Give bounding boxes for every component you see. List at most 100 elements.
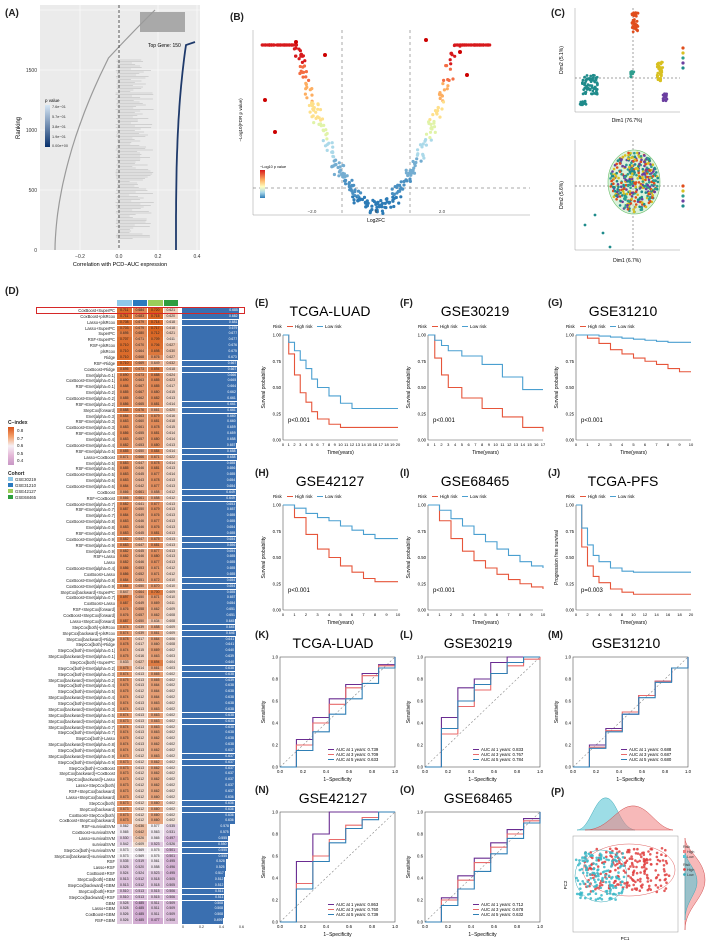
p-point-high bbox=[631, 879, 635, 882]
d-mean-bar: 0.508 bbox=[182, 900, 225, 906]
km-xtick: 7 bbox=[507, 612, 510, 617]
volcano-point bbox=[442, 88, 446, 92]
volcano-point bbox=[464, 43, 468, 47]
panel-label-o: (O) bbox=[400, 785, 415, 796]
p-point-high bbox=[623, 882, 626, 885]
km-xtick: 3 bbox=[609, 442, 612, 447]
d-row-label: Enet[alpha=0.3] bbox=[86, 413, 115, 419]
d-cell: 0.573 bbox=[117, 847, 132, 854]
d-mean-bar: 0.637 bbox=[182, 777, 235, 783]
volcano-point bbox=[440, 94, 444, 98]
d-cell: 0.663 bbox=[148, 701, 163, 707]
km-xtick: 4 bbox=[454, 442, 457, 447]
d-cell: 0.573 bbox=[117, 853, 132, 860]
d-cell: 0.675 bbox=[117, 683, 132, 690]
a-legend-v3: 1.9e−01 bbox=[52, 135, 66, 139]
pca-point bbox=[612, 177, 616, 180]
d-cell: 0.663 bbox=[148, 712, 163, 719]
d-cell: 0.674 bbox=[117, 671, 132, 678]
p-point-high bbox=[660, 847, 664, 850]
pca-point bbox=[633, 20, 636, 23]
km-xtick: 20 bbox=[396, 442, 401, 447]
km-ylabel: Survival probability bbox=[261, 536, 267, 578]
volcano-point bbox=[465, 73, 469, 77]
d-cell: 0.666 bbox=[132, 454, 147, 461]
volcano-point bbox=[352, 201, 356, 205]
d-cell: 0.643 bbox=[132, 478, 147, 484]
p-point-low bbox=[583, 859, 586, 863]
roc-title: GSE68465 bbox=[444, 790, 513, 806]
roc-legend-auc3: AUC at 3 years: 0.760 bbox=[336, 907, 379, 912]
pca-point bbox=[615, 171, 618, 175]
d-cell: 0.624 bbox=[163, 372, 178, 379]
d-cell: 0.687 bbox=[117, 618, 132, 625]
d-mean-bar: 0.654 bbox=[182, 536, 237, 543]
low-ellipse bbox=[574, 849, 628, 903]
volcano-point bbox=[301, 54, 305, 58]
d-cell: 0.642 bbox=[132, 830, 147, 836]
volcano-point bbox=[409, 173, 413, 177]
d-mean-bar: 0.637 bbox=[182, 759, 235, 766]
p-point-low bbox=[596, 871, 599, 875]
d-cell: 0.671 bbox=[148, 454, 163, 461]
d-cell: 0.683 bbox=[117, 530, 132, 537]
d-cell: 0.677 bbox=[148, 472, 163, 478]
p-point-low bbox=[604, 890, 608, 893]
pca-point bbox=[644, 205, 648, 209]
d-cindex-tick: 0.5 bbox=[17, 450, 24, 456]
pca-point bbox=[650, 172, 653, 175]
km-legend-high: High risk bbox=[588, 324, 606, 329]
d-row-label: StepCox[backward]+Enet[alpha=0.1] bbox=[48, 654, 115, 660]
d-mean-bar: 0.676 bbox=[182, 343, 238, 349]
volcano-point bbox=[297, 57, 301, 61]
km-legend-low: Low risk bbox=[618, 494, 635, 499]
d-cell: 0.664 bbox=[132, 349, 147, 355]
d-cell: 0.710 bbox=[117, 354, 132, 361]
km-xtick: 4 bbox=[598, 612, 601, 617]
d-mean-bar: 0.639 bbox=[182, 677, 235, 684]
p-point-high bbox=[627, 874, 630, 878]
km-xtick: 4 bbox=[328, 612, 331, 617]
km-xtick: 6 bbox=[467, 442, 470, 447]
km-title: GSE68465 bbox=[441, 473, 510, 489]
d-cell: 0.602 bbox=[163, 806, 178, 813]
roc-ytick: 0.4 bbox=[417, 876, 424, 881]
d-cell: 0.602 bbox=[163, 701, 178, 707]
p-point-high bbox=[636, 860, 639, 864]
d-cell: 0.683 bbox=[117, 525, 132, 531]
km-xtick: 10 bbox=[631, 612, 636, 617]
pca-point bbox=[636, 200, 640, 203]
km-xtick: 6 bbox=[496, 612, 499, 617]
pca-point bbox=[628, 192, 632, 196]
pca-point bbox=[634, 190, 638, 193]
pca-point bbox=[601, 231, 605, 235]
volcano-point bbox=[271, 43, 275, 47]
d-cell: 0.647 bbox=[132, 536, 147, 543]
p-point-high bbox=[649, 879, 653, 882]
d-mean-bar: 0.655 bbox=[182, 589, 237, 596]
p-point-low bbox=[586, 885, 589, 888]
d-cell: 0.671 bbox=[148, 572, 163, 578]
d-cell: 0.513 bbox=[117, 882, 132, 889]
pca-point bbox=[591, 76, 595, 80]
d-row-label: StepCox[backward]+Enet[alpha=0.2] bbox=[48, 677, 115, 683]
d-cell: 0.613 bbox=[132, 724, 147, 731]
p-point-low bbox=[579, 896, 582, 900]
d-cell: 0.677 bbox=[148, 484, 163, 490]
d-row-label: CoxBoost+Enet[alpha=0.9] bbox=[66, 583, 115, 589]
km-xtick: 14 bbox=[520, 442, 525, 447]
pca-point bbox=[619, 191, 622, 195]
pca-point bbox=[622, 187, 626, 190]
roc-ytick: 0.4 bbox=[272, 721, 279, 726]
pca-legend-dot bbox=[681, 194, 685, 198]
p-point-low bbox=[608, 890, 612, 893]
d-row-label: Lasso+plsRcox bbox=[87, 319, 115, 325]
volcano-point bbox=[389, 205, 393, 209]
volcano-point bbox=[263, 98, 267, 102]
volcano-point bbox=[337, 174, 341, 178]
km-xtick: 6 bbox=[644, 442, 647, 447]
d-cell: 0.681 bbox=[148, 419, 163, 426]
d-cell: 0.676 bbox=[148, 354, 163, 361]
volcano-point bbox=[334, 158, 338, 162]
roc-plot-gse42127: GSE421270.00.00.20.20.40.40.60.60.80.81.… bbox=[261, 790, 399, 938]
